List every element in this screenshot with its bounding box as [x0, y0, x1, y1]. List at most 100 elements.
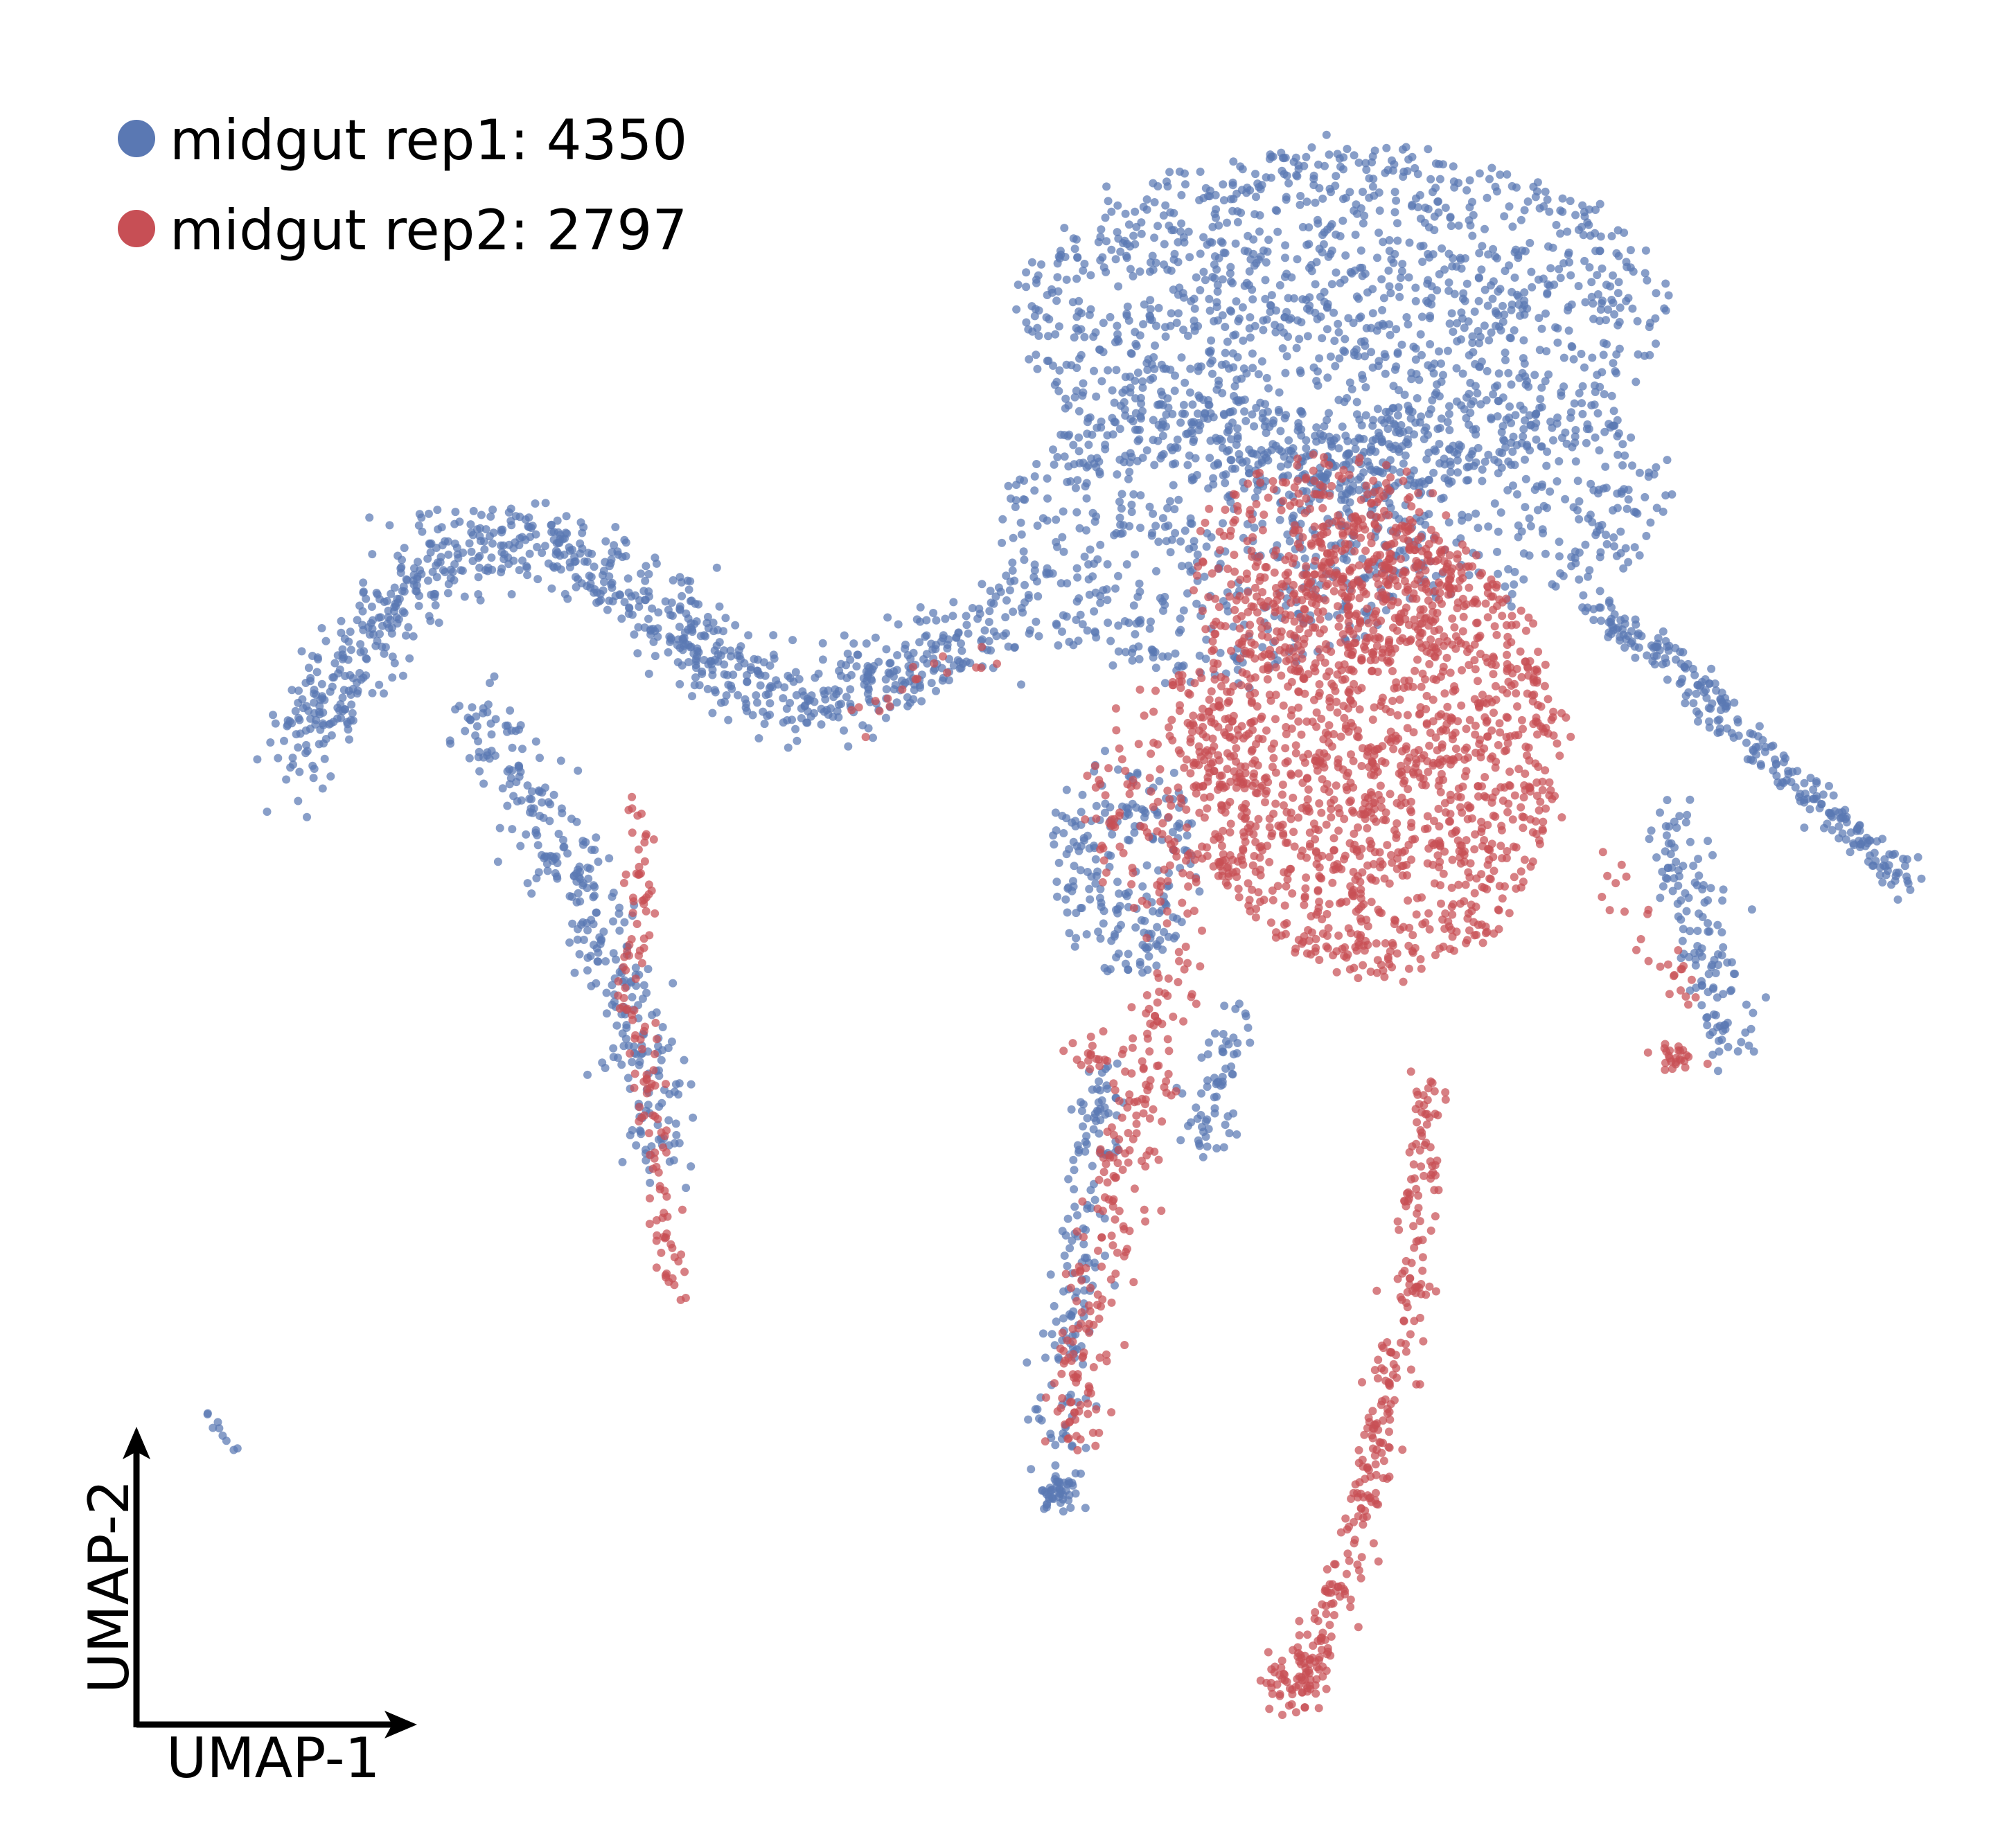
- midgut-rep1-point: [1190, 304, 1199, 313]
- midgut-rep1-point: [400, 587, 409, 596]
- midgut-rep1-point: [1174, 238, 1183, 247]
- midgut-rep1-point: [1465, 571, 1474, 580]
- midgut-rep2-point: [1338, 630, 1347, 639]
- midgut-rep1-point: [1551, 582, 1560, 591]
- midgut-rep1-point: [1828, 826, 1837, 835]
- midgut-rep1-point: [1170, 249, 1179, 258]
- midgut-rep1-point: [345, 735, 353, 744]
- midgut-rep1-point: [1868, 862, 1877, 870]
- midgut-rep1-point: [769, 631, 778, 640]
- midgut-rep1-point: [1121, 452, 1130, 461]
- midgut-rep1-point: [297, 647, 306, 656]
- midgut-rep1-point: [1380, 350, 1389, 359]
- midgut-rep1-point: [1545, 207, 1554, 216]
- midgut-rep1-point: [1471, 509, 1480, 518]
- midgut-rep1-point: [1411, 344, 1420, 353]
- midgut-rep1-point: [1448, 262, 1457, 271]
- midgut-rep1-point: [1224, 426, 1233, 435]
- midgut-rep1-point: [443, 537, 452, 546]
- midgut-rep1-point: [1209, 474, 1218, 483]
- midgut-rep1-point: [1553, 413, 1562, 422]
- midgut-rep1-point: [1018, 608, 1027, 617]
- midgut-rep1-point: [1495, 322, 1504, 331]
- midgut-rep1-point: [1800, 778, 1809, 787]
- midgut-rep1-point: [567, 892, 576, 901]
- midgut-rep1-point: [1620, 451, 1629, 460]
- midgut-rep1-point: [1503, 486, 1512, 495]
- midgut-rep1-point: [1072, 564, 1081, 573]
- midgut-rep1-point: [1361, 159, 1370, 168]
- midgut-rep1-point: [1203, 1076, 1212, 1085]
- midgut-rep2-point: [885, 702, 894, 711]
- midgut-rep1-point: [1575, 575, 1584, 584]
- midgut-rep1-point: [694, 600, 703, 609]
- midgut-rep1-point: [1327, 280, 1336, 289]
- midgut-rep1-point: [1201, 409, 1210, 418]
- midgut-rep1-point: [1829, 791, 1838, 800]
- midgut-rep1-point: [1095, 468, 1104, 477]
- midgut-rep1-point: [864, 685, 873, 694]
- midgut-rep1-point: [1043, 474, 1052, 483]
- midgut-rep1-point: [1445, 319, 1454, 328]
- midgut-rep1-point: [881, 713, 890, 722]
- midgut-rep1-point: [468, 703, 477, 712]
- midgut-rep2-point: [1374, 580, 1383, 589]
- midgut-rep1-point: [601, 1064, 610, 1072]
- midgut-rep1-point: [727, 684, 736, 693]
- midgut-rep1-point: [670, 1087, 679, 1096]
- midgut-rep1-point: [1580, 256, 1589, 265]
- midgut-rep1-point: [1596, 548, 1605, 557]
- midgut-rep1-point: [1407, 375, 1416, 384]
- midgut-rep1-point: [1103, 596, 1112, 605]
- midgut-rep1-point: [609, 917, 617, 926]
- midgut-rep1-point: [1212, 298, 1221, 307]
- midgut-rep1-point: [862, 639, 871, 648]
- midgut-rep1-point: [1702, 693, 1711, 702]
- midgut-rep1-point: [556, 565, 565, 574]
- midgut-rep1-point: [1120, 617, 1129, 625]
- midgut-rep2-point: [1210, 675, 1219, 684]
- midgut-rep1-point: [1326, 352, 1335, 361]
- midgut-rep1-point: [1557, 434, 1566, 443]
- midgut-rep1-point: [513, 797, 522, 805]
- midgut-rep2-point: [1107, 1408, 1116, 1417]
- midgut-rep1-point: [1402, 313, 1411, 321]
- midgut-rep1-point: [1528, 283, 1537, 292]
- midgut-rep1-point: [1805, 805, 1814, 814]
- midgut-rep1-point: [1063, 908, 1072, 917]
- midgut-rep1-point: [431, 600, 440, 609]
- midgut-rep1-point: [1092, 1116, 1101, 1125]
- midgut-rep1-point: [1070, 244, 1079, 253]
- midgut-rep1-point: [1618, 461, 1627, 470]
- midgut-rep1-point: [487, 553, 496, 562]
- midgut-rep1-point: [1841, 835, 1850, 844]
- midgut-rep1-point: [641, 576, 650, 585]
- midgut-rep1-point: [1034, 331, 1043, 340]
- midgut-rep1-point: [1205, 454, 1214, 463]
- midgut-rep1-point: [1079, 388, 1088, 397]
- midgut-rep1-point: [538, 788, 547, 797]
- midgut-rep1-point: [1187, 429, 1196, 438]
- midgut-rep1-point: [1827, 811, 1835, 820]
- midgut-rep1-point: [736, 642, 745, 651]
- midgut-rep1-point: [1359, 219, 1368, 228]
- midgut-rep1-point: [490, 751, 499, 760]
- midgut-rep1-point: [1252, 193, 1260, 202]
- midgut-rep1-point: [1201, 1132, 1210, 1141]
- midgut-rep1-point: [1151, 341, 1159, 350]
- midgut-rep2-point: [1162, 907, 1171, 916]
- midgut-rep1-point: [526, 808, 534, 817]
- midgut-rep2-point: [1404, 896, 1413, 905]
- midgut-rep2-point: [1684, 1000, 1692, 1009]
- midgut-rep1-point: [753, 666, 762, 675]
- midgut-rep1-point: [664, 1116, 673, 1125]
- midgut-rep2-point: [1145, 1114, 1154, 1123]
- midgut-rep1-point: [1213, 287, 1222, 296]
- midgut-rep2-point: [1325, 721, 1334, 730]
- midgut-rep1-point: [1275, 281, 1284, 290]
- midgut-rep1-point: [1163, 504, 1172, 513]
- midgut-rep1-point: [1917, 874, 1926, 883]
- midgut-rep1-point: [1643, 276, 1652, 285]
- midgut-rep1-point: [1679, 925, 1688, 934]
- midgut-rep1-point: [605, 572, 614, 581]
